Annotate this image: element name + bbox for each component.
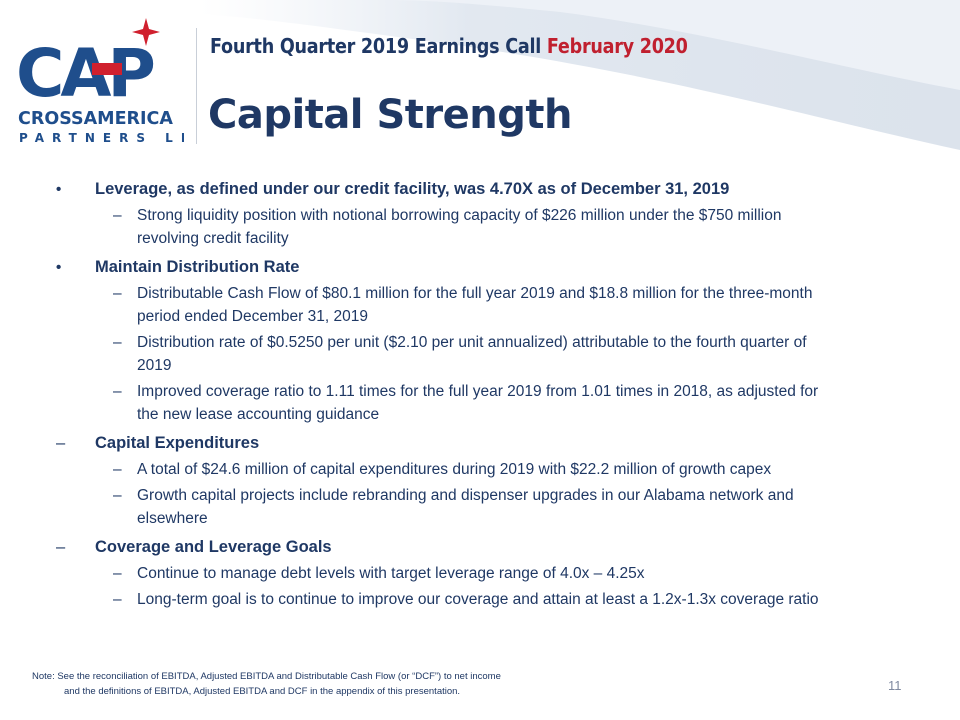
section-heading-distribution: • Maintain Distribution Rate [56,256,826,279]
dash-marker: – [113,383,122,400]
section-heading-goals: – Coverage and Leverage Goals [56,536,826,559]
logo-partners-text: PARTNERS LP [19,131,184,145]
dash-marker: – [113,285,122,302]
footnote-line-2: and the definitions of EBITDA, Adjusted … [64,686,461,697]
dash-marker: – [113,461,122,478]
footnote-line-1: Note: See the reconciliation of EBITDA, … [32,671,501,682]
page-number: 11 [888,678,902,693]
logo-divider [196,28,197,144]
dash-marker: – [113,591,122,608]
footnote: Note: See the reconciliation of EBITDA, … [32,669,501,699]
slide-content: • Leverage, as defined under our credit … [56,178,826,611]
subtitle-event: Fourth Quarter 2019 Earnings Call [210,34,547,58]
list-item: – Continue to manage debt levels with ta… [56,562,826,585]
crossamerica-logo: CAP CROSSAMERICA PARTNERS LP [14,18,190,148]
header-swoosh [200,0,960,173]
presentation-subtitle: Fourth Quarter 2019 Earnings Call Februa… [210,34,688,58]
section-heading-capex: – Capital Expenditures [56,432,826,455]
star-icon [132,18,160,46]
dash-marker: – [113,207,122,224]
logo-cap-text: CAP [16,35,154,112]
dash-marker: – [56,538,66,556]
list-item: – Long-term goal is to continue to impro… [56,588,826,611]
dash-marker: – [113,487,122,504]
logo-cap-accent [92,63,122,75]
dash-marker: – [113,565,122,582]
list-item: – A total of $24.6 million of capital ex… [56,458,826,481]
list-item: – Distribution rate of $0.5250 per unit … [56,331,826,377]
dash-marker: – [56,434,66,452]
section-heading-leverage: • Leverage, as defined under our credit … [56,178,826,201]
list-item: – Distributable Cash Flow of $80.1 milli… [56,282,826,328]
bullet-marker: • [56,259,62,276]
logo-crossamerica-text: CROSSAMERICA [18,109,173,129]
list-item: – Growth capital projects include rebran… [56,484,826,530]
list-item: – Improved coverage ratio to 1.11 times … [56,380,826,426]
dash-marker: – [113,334,122,351]
subtitle-date: February 2020 [546,34,688,58]
bullet-marker: • [56,181,62,198]
slide-title: Capital Strength [208,92,572,138]
list-item: – Strong liquidity position with notiona… [56,204,826,250]
